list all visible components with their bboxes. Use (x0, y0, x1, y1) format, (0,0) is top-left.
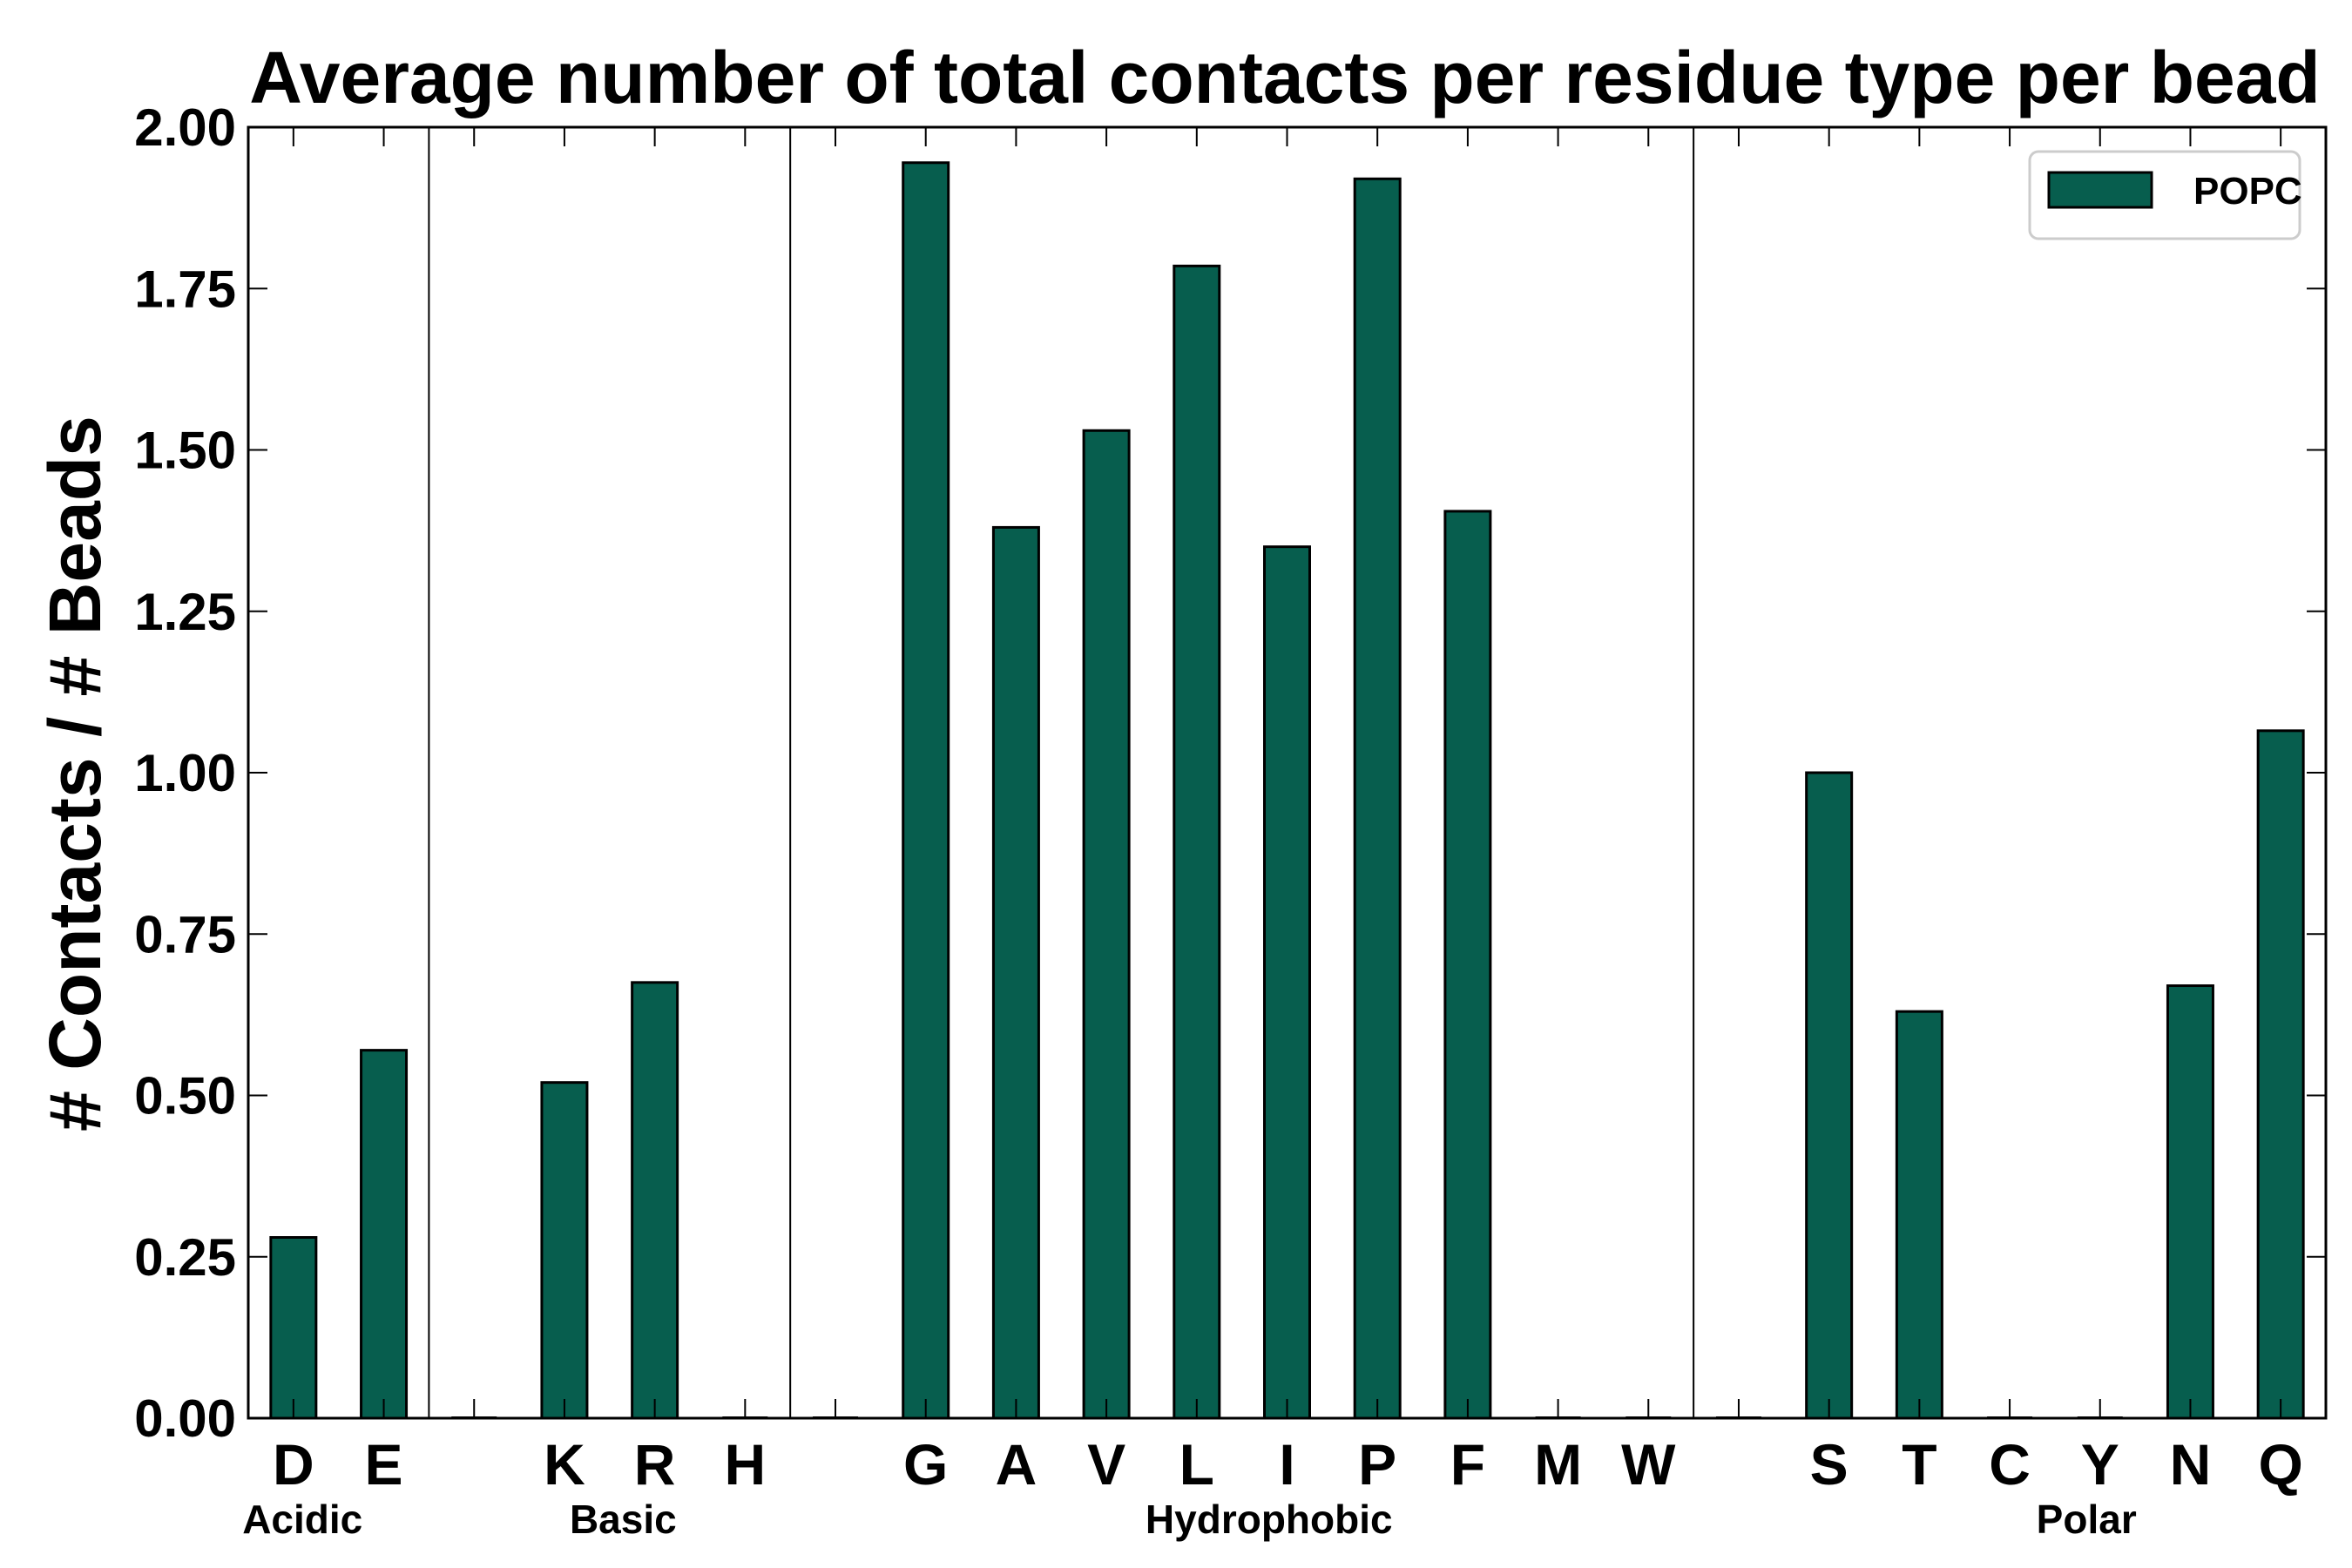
group-label-hydrophobic: Hydrophobic (1146, 1497, 1393, 1542)
bar-K (540, 1081, 589, 1420)
x-tick-label-D: D (273, 1432, 314, 1497)
x-tick-label-S: S (1810, 1432, 1848, 1497)
bar-T (1895, 1010, 1943, 1420)
x-tick-label-G: G (903, 1432, 948, 1497)
bar-D (269, 1236, 318, 1420)
bar-V (1082, 429, 1131, 1420)
x-tick-label-M: M (1534, 1432, 1582, 1497)
x-tick-label-A: A (996, 1432, 1037, 1497)
legend-swatch (2047, 171, 2153, 209)
x-tick-label-W: W (1621, 1432, 1676, 1497)
bar-S (1805, 771, 1854, 1420)
y-tick-label: 0.75 (134, 905, 236, 963)
bar-I (1263, 545, 1311, 1420)
legend-label: POPC (2193, 170, 2302, 213)
x-tick-label-L: L (1179, 1432, 1214, 1497)
bar-R (631, 981, 679, 1420)
y-tick-label: 2.00 (134, 98, 236, 157)
x-tick-label-Y: Y (2081, 1432, 2119, 1497)
axes-frame (247, 125, 2328, 1420)
x-tick-label-K: K (544, 1432, 585, 1497)
bar-N (2166, 984, 2214, 1420)
bar-P (1353, 177, 1402, 1420)
x-tick-label-P: P (1358, 1432, 1396, 1497)
y-axis-label: # Contacts / # Beads (34, 416, 116, 1132)
group-label-polar: Polar (2037, 1497, 2137, 1542)
chart-title: Average number of total contacts per res… (249, 37, 2321, 118)
x-tick-label-V: V (1087, 1432, 1125, 1497)
x-tick-label-T: T (1902, 1432, 1936, 1497)
x-tick-label-E: E (365, 1432, 403, 1497)
y-tick-label: 0.50 (134, 1067, 236, 1125)
y-tick-label: 1.75 (134, 260, 236, 318)
x-tick-label-Q: Q (2258, 1432, 2302, 1497)
group-label-basic: Basic (570, 1497, 677, 1542)
x-tick-label-F: F (1450, 1432, 1485, 1497)
bar-F (1443, 510, 1492, 1420)
y-tick-label: 1.25 (134, 583, 236, 641)
x-tick-label-N: N (2170, 1432, 2212, 1497)
bar-Q (2256, 729, 2305, 1420)
x-tick-label-C: C (1989, 1432, 2031, 1497)
y-tick-label: 0.25 (134, 1228, 236, 1287)
y-tick-label: 0.00 (134, 1389, 236, 1448)
y-tick-label: 1.00 (134, 744, 236, 802)
bar-A (991, 525, 1040, 1420)
y-tick-label: 1.50 (134, 422, 236, 480)
group-label-acidic: Acidic (242, 1497, 362, 1542)
x-tick-label-I: I (1279, 1432, 1294, 1497)
x-tick-label-H: H (724, 1432, 766, 1497)
bar-L (1173, 264, 1221, 1420)
bar-E (360, 1049, 409, 1420)
bar-G (902, 161, 950, 1420)
plot-area: 0.00 0.25 0.50 0.75 1.00 1.25 1.50 1.75 2.00 D E K R… (134, 98, 2328, 1542)
x-tick-label-R: R (634, 1432, 676, 1497)
legend: POPC (2028, 150, 2302, 240)
